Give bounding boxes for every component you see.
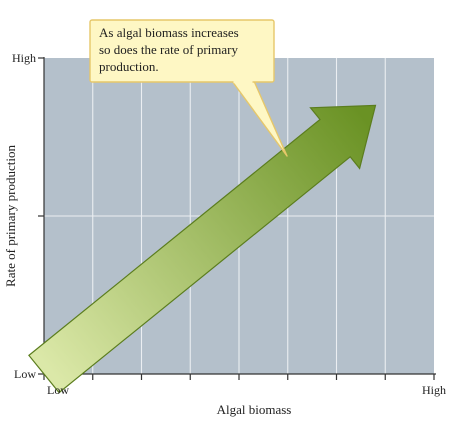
axes	[38, 57, 436, 380]
annotation-callout: As algal biomass increases so does the r…	[89, 19, 288, 157]
x-axis-title: Algal biomass	[217, 402, 292, 417]
callout-text-line-1: As algal biomass increases	[99, 25, 239, 40]
callout-text-line-2: so does the rate of primary	[99, 42, 238, 57]
y-axis-title: Rate of primary production	[3, 145, 18, 287]
callout-box	[89, 19, 275, 83]
y-tick-label-low: Low	[14, 367, 36, 381]
callout-text-line-3: production.	[99, 59, 159, 74]
trend-arrow	[28, 104, 377, 394]
gridlines	[44, 58, 434, 374]
x-tick-label-low: Low	[47, 383, 69, 397]
y-tick-label-high: High	[12, 51, 36, 65]
x-tick-label-high: High	[422, 383, 446, 397]
